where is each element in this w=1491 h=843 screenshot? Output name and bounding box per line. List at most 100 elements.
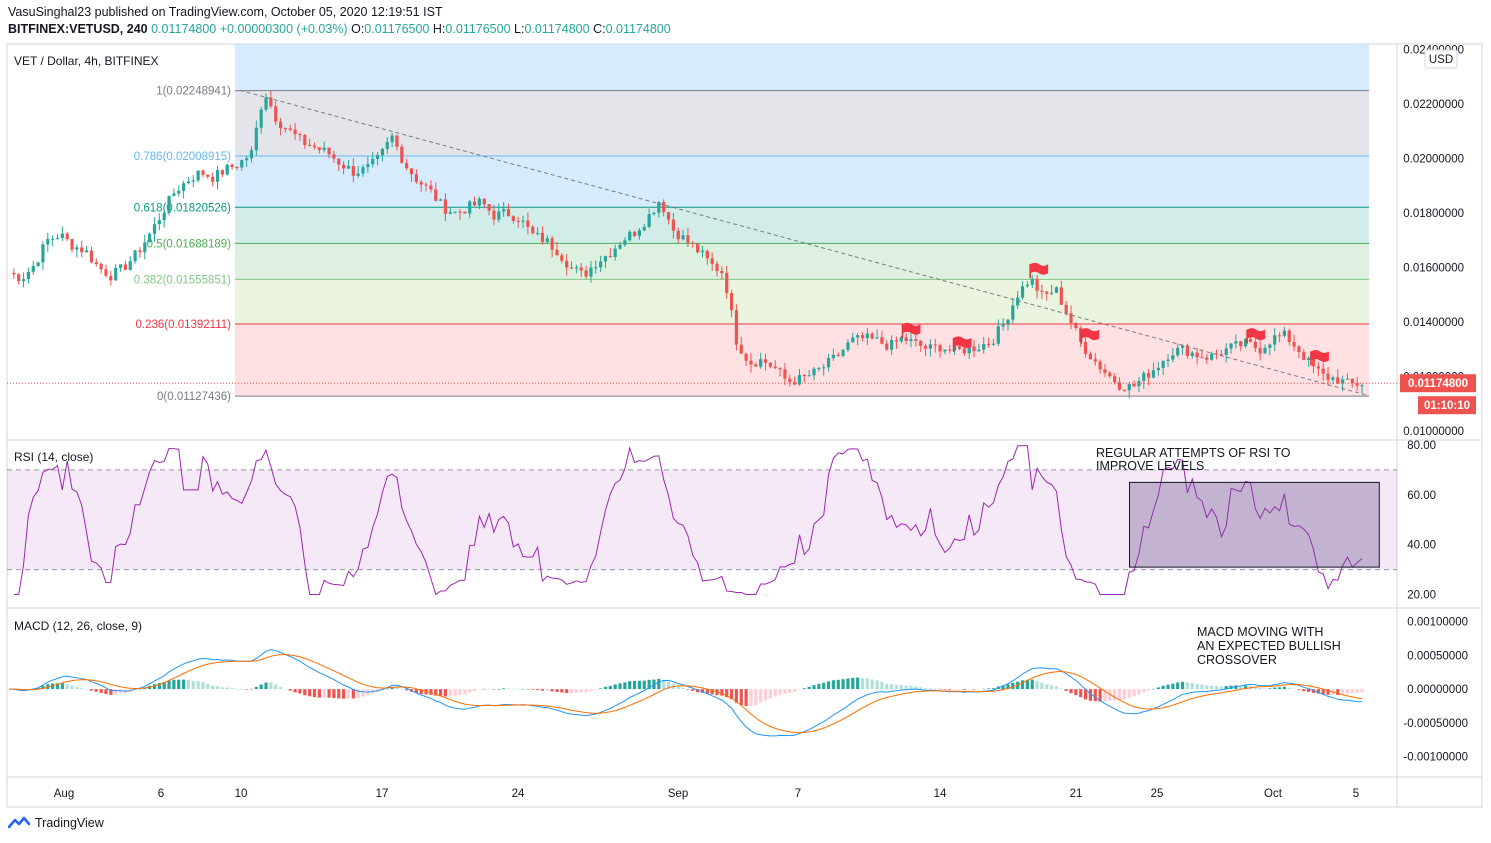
candle [230,164,234,168]
candle [1205,357,1209,360]
macd-histogram-bar [269,682,273,690]
candle [448,212,452,214]
macd-histogram-bar [1006,684,1010,690]
macd-histogram-bar [914,686,918,690]
candle [1108,372,1112,377]
candle [1321,368,1325,374]
macd-histogram-bar [899,684,903,690]
candle [385,141,389,149]
price-change: +0.00000300 (+0.03%) [219,22,348,36]
macd-histogram-bar [429,689,433,695]
macd-histogram-bar [235,688,239,690]
candle [1098,361,1102,370]
flag-cloth [1030,262,1049,275]
candle [632,231,637,236]
candle [705,250,709,259]
open-label: O: [351,22,365,36]
candle [1035,278,1039,291]
macd-histogram-bar [768,689,772,699]
macd-histogram-bar [535,689,540,690]
candle [1307,357,1311,361]
macd-histogram-bar [1054,686,1059,690]
flag-cloth [1310,349,1329,362]
macd-histogram-bar [1316,689,1320,694]
candle [118,264,123,268]
fib-zone [235,90,1369,156]
candle [1224,348,1228,355]
candle [303,134,307,145]
candle [1258,348,1262,354]
candle [589,267,593,277]
candle [371,158,375,165]
candle [99,264,103,270]
macd-histogram-bar [206,683,210,690]
candle [123,264,127,270]
macd-histogram-bar [749,689,753,706]
macd-histogram-bar [346,689,351,699]
candle [269,97,273,107]
macd-histogram-bar [540,689,545,691]
macd-histogram-bar [502,688,506,690]
time-tick-label: 21 [1070,788,1083,800]
candle [249,150,254,159]
candle [749,360,753,365]
candle [565,260,569,268]
candle [1113,376,1117,383]
macd-histogram-bar [400,688,404,690]
macd-histogram-bar [744,689,748,707]
candle [744,353,748,361]
macd-histogram-bar [434,689,438,696]
time-tick-label: 14 [934,788,947,800]
candle [1122,389,1126,391]
candle [1045,291,1049,294]
macd-histogram-bar [1001,685,1005,690]
macd-histogram-bar [1035,681,1039,690]
macd-histogram-bar [1171,683,1175,690]
high-label: H: [432,22,446,36]
candle [812,368,816,376]
candle [1350,378,1354,384]
candle [1297,346,1301,353]
candle [1336,377,1340,384]
candle [1001,323,1005,327]
macd-histogram-bar [826,681,831,690]
candle [1132,383,1136,387]
macd-histogram-bar [1224,686,1228,690]
fib-zone [235,44,1369,91]
macd-histogram-bar [482,688,486,690]
candle [1180,345,1185,348]
candle [80,247,84,253]
candle [458,211,462,213]
candle [351,166,355,176]
fib-level-label: 0(0.01127436) [157,391,231,403]
price-tick-label: 0.01000000 [1403,426,1464,438]
flag-cloth [1247,328,1266,341]
macd-histogram-bar [642,680,646,690]
candle [1103,369,1107,373]
tradingview-logo-icon [8,816,30,829]
macd-histogram-bar [1287,687,1291,690]
candle [986,344,991,346]
macd-histogram-bar [560,689,564,693]
macd-histogram-bar [1273,687,1277,690]
candle [1006,319,1010,324]
candle [375,155,380,159]
macd-histogram-bar [293,689,297,693]
fib-zone [235,243,1369,280]
candle [424,184,428,186]
candle [31,265,35,272]
candle [1011,305,1015,320]
macd-histogram-bar [647,679,651,690]
macd-histogram-bar [676,686,680,690]
candle [220,170,224,175]
macd-histogram-bar [104,689,108,695]
macd-histogram-bar [36,687,40,690]
macd-tick-label: -0.00050000 [1403,718,1468,730]
macd-histogram-bar [1268,688,1272,690]
candle [317,147,321,150]
macd-histogram-bar [487,688,491,690]
open-value: 0.01176500 [364,22,430,36]
signal-line [9,654,1363,734]
macd-pane-title: MACD (12, 26, close, 9) [14,619,142,633]
